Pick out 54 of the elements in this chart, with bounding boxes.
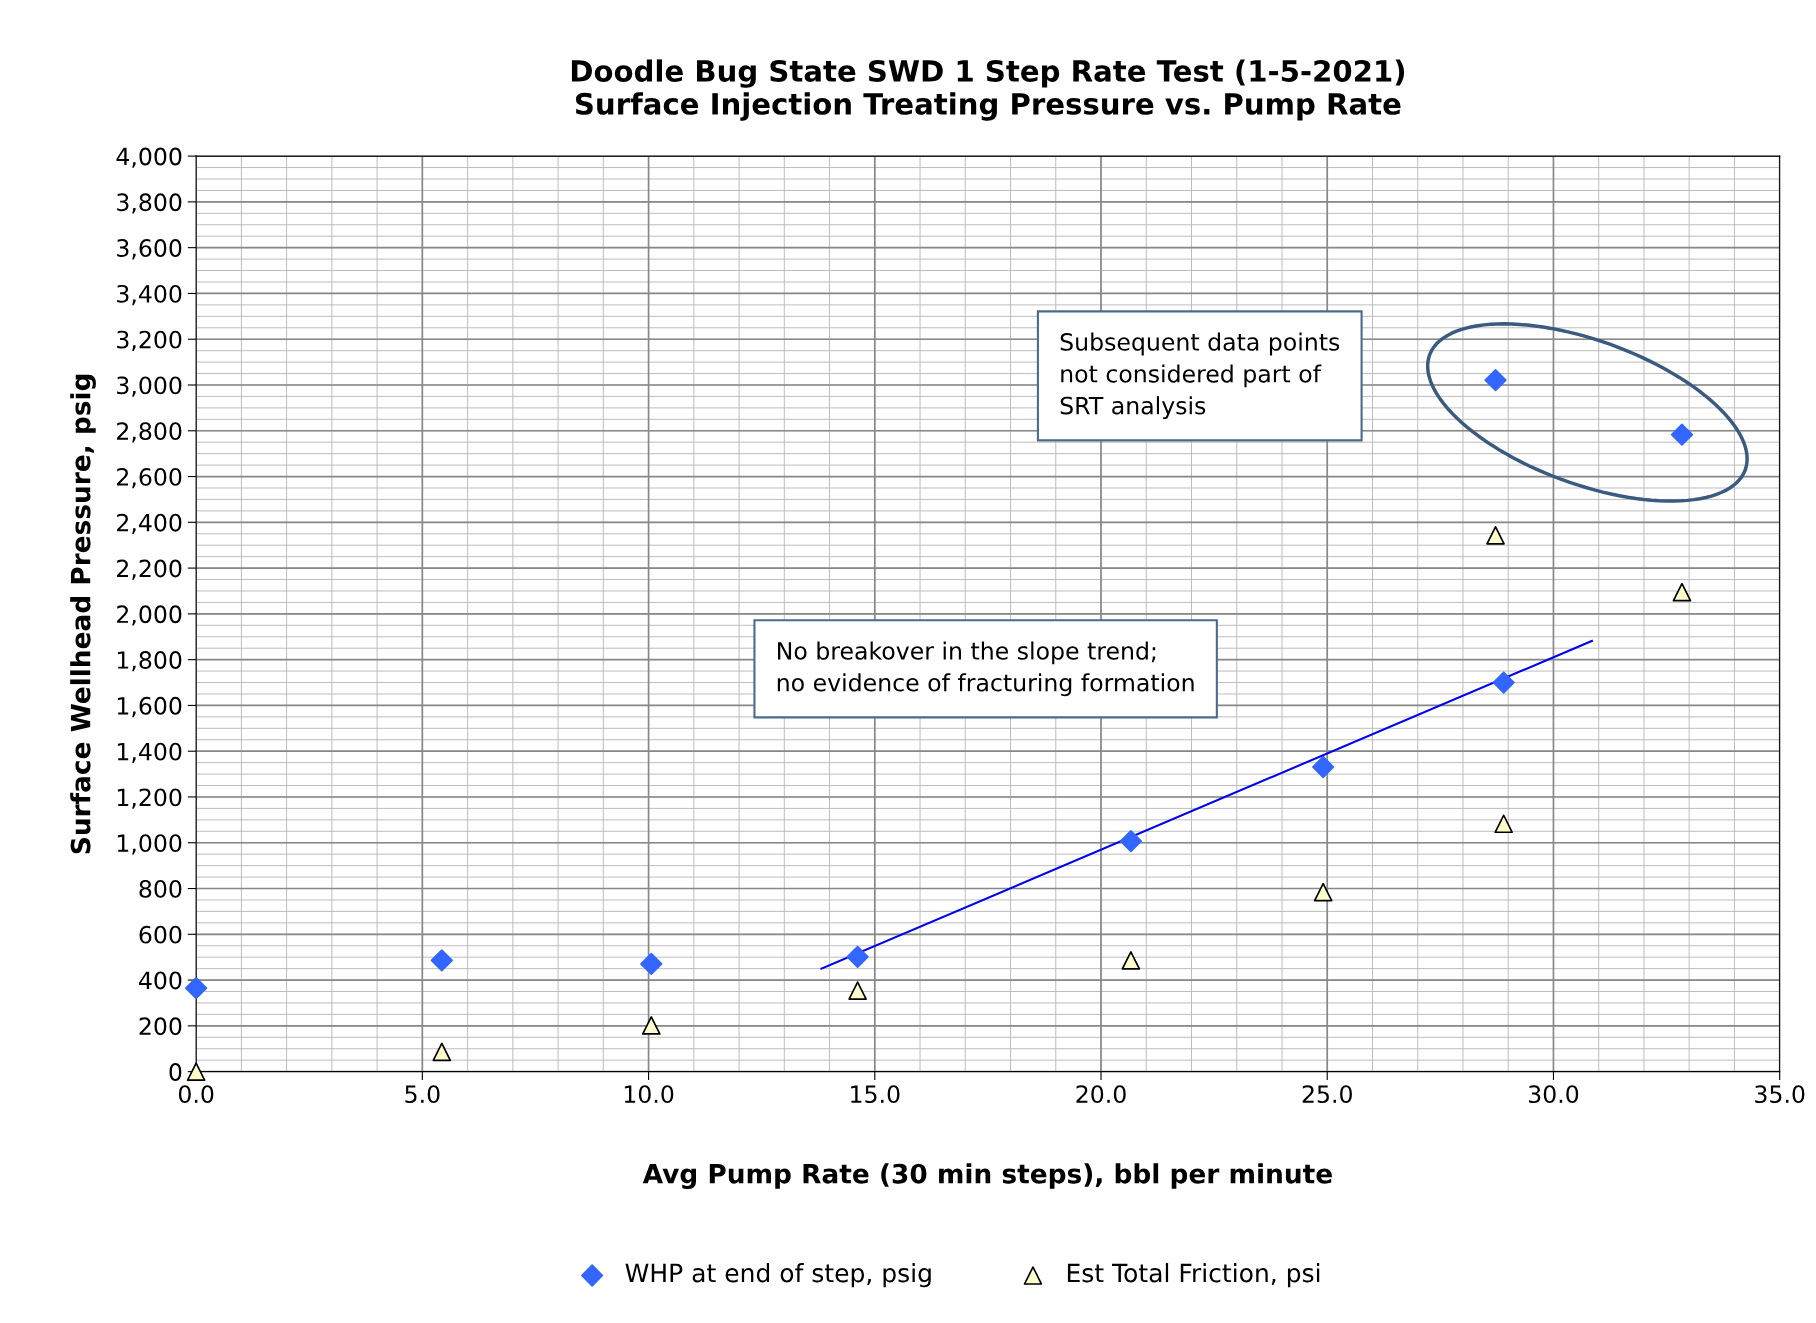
y-tick-label: 800 xyxy=(139,879,182,898)
point xyxy=(1670,423,1694,446)
y-tick-label: 400 xyxy=(139,971,182,990)
y-tick-label: 1,400 xyxy=(117,742,182,763)
y-tick-label: 2,400 xyxy=(117,513,182,535)
point xyxy=(1121,951,1141,970)
y-tick-label: 2,800 xyxy=(117,422,182,443)
point xyxy=(1312,755,1335,779)
point xyxy=(848,981,867,1000)
x-tick-label: 30.0 xyxy=(1528,1085,1579,1104)
y-tick-label: 1,800 xyxy=(117,651,182,672)
x-tick-label: 20.0 xyxy=(1076,1085,1126,1104)
y-tick-label: 2,200 xyxy=(117,559,182,580)
point xyxy=(1672,582,1692,602)
y-tick-label: 1,200 xyxy=(117,788,182,809)
y-tick-label: 4,000 xyxy=(116,147,182,168)
y-tick-label: 3,200 xyxy=(117,330,182,351)
point xyxy=(186,1062,206,1081)
point xyxy=(1119,830,1143,853)
y-axis-title: Surface Wellhead Pressure, psig xyxy=(70,374,96,854)
y-tick-label: 2,600 xyxy=(117,467,182,489)
point xyxy=(641,1016,661,1035)
y-tick-label: 1,600 xyxy=(117,696,182,718)
legend-label: WHP at end of step, psig xyxy=(625,1263,931,1288)
point xyxy=(432,1042,452,1062)
x-tick-label: 15.0 xyxy=(851,1085,900,1104)
x-tick-label: 10.0 xyxy=(624,1085,674,1104)
point xyxy=(1486,526,1505,545)
x-tick-label: 25.0 xyxy=(1302,1085,1352,1104)
y-tick-label: 3,800 xyxy=(117,193,182,214)
y-tick-label: 2,000 xyxy=(117,605,182,626)
point xyxy=(1484,369,1507,392)
point xyxy=(846,945,869,969)
x-tick-label: 0.0 xyxy=(178,1085,214,1104)
point xyxy=(640,952,663,975)
y-tick-label: 0 xyxy=(169,1063,182,1081)
y-tick-label: 600 xyxy=(139,925,182,944)
chart-title: Doodle Bug State SWD 1 Step Rate Test (1-5-2021) Surface Injection Treating Pressure vs. Pump Rate xyxy=(571,59,1405,121)
annotation: No breakover in the slope trend; no evidence of fracturing formation xyxy=(777,641,1194,697)
y-tick-label: 3,400 xyxy=(117,284,182,306)
point xyxy=(1492,671,1515,694)
x-tick-label: 35.0 xyxy=(1755,1085,1805,1104)
point xyxy=(184,976,208,1000)
y-tick-label: 3,000 xyxy=(117,376,182,397)
point xyxy=(1313,882,1333,902)
legend-label: Est Total Friction, psi xyxy=(1067,1263,1320,1288)
point xyxy=(1494,814,1514,834)
x-tick-label: 5.0 xyxy=(405,1085,440,1104)
annotation: Subsequent data points not considered part of SRT analysis xyxy=(1060,332,1340,420)
y-tick-label: 1,000 xyxy=(117,834,182,855)
point xyxy=(430,949,453,972)
y-tick-label: 200 xyxy=(139,1017,182,1036)
y-tick-label: 3,600 xyxy=(117,239,182,260)
x-axis-title: Avg Pump Rate (30 min steps), bbl per minute xyxy=(642,1163,1332,1189)
